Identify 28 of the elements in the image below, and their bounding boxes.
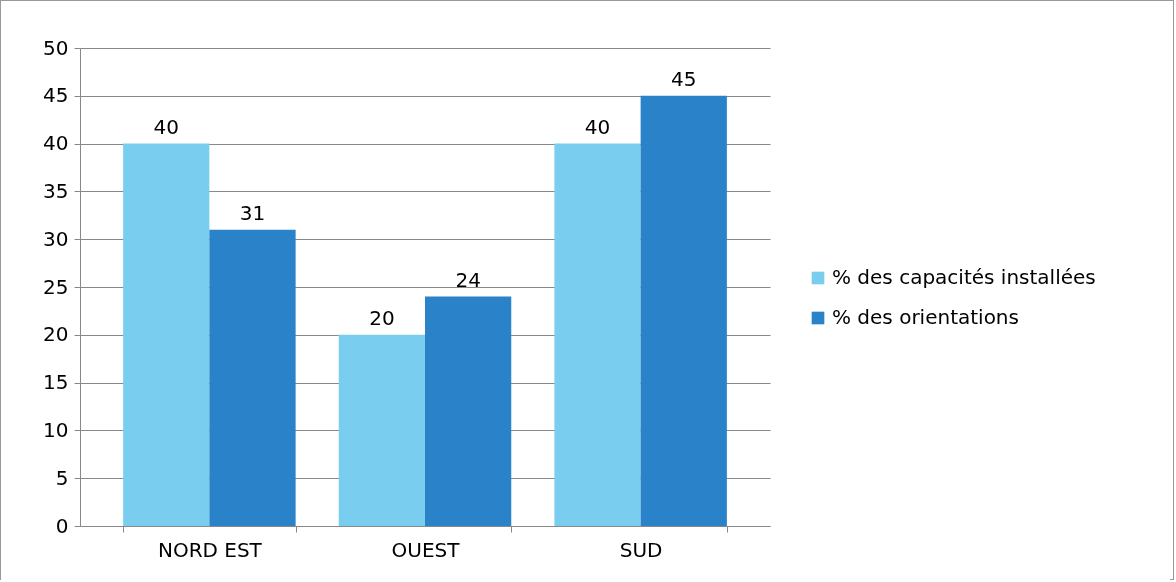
- data-label: 24: [455, 267, 481, 292]
- y-tick-label: 30: [43, 226, 69, 251]
- data-label: 31: [239, 200, 266, 225]
- data-label: 40: [153, 114, 179, 139]
- y-tick-label: 35: [43, 178, 69, 203]
- y-tick-label: 40: [43, 131, 69, 156]
- data-label: 20: [369, 305, 395, 330]
- y-tick-label: 15: [43, 370, 69, 395]
- data-label: 40: [584, 114, 611, 139]
- bar: [425, 296, 512, 526]
- y-tick-label: 10: [43, 417, 69, 442]
- bar: [209, 229, 296, 526]
- bar: [338, 334, 425, 526]
- y-tick-label: 45: [43, 83, 69, 108]
- y-tick-label: 25: [43, 274, 69, 299]
- data-label: 45: [671, 66, 697, 91]
- bar: [640, 95, 727, 526]
- x-tick-label: OUEST: [391, 537, 461, 562]
- bar: [554, 143, 641, 526]
- y-tick-label: 20: [43, 322, 69, 347]
- x-tick-label: SUD: [619, 537, 663, 562]
- x-tick-label: NORD EST: [157, 537, 263, 562]
- y-tick-label: 0: [55, 513, 69, 538]
- y-tick-label: 5: [55, 465, 69, 490]
- legend-label: % des orientations: [832, 305, 1019, 329]
- bar: [123, 143, 210, 526]
- legend-label: % des capacités installées: [832, 265, 1096, 289]
- y-tick-label: 50: [43, 35, 69, 60]
